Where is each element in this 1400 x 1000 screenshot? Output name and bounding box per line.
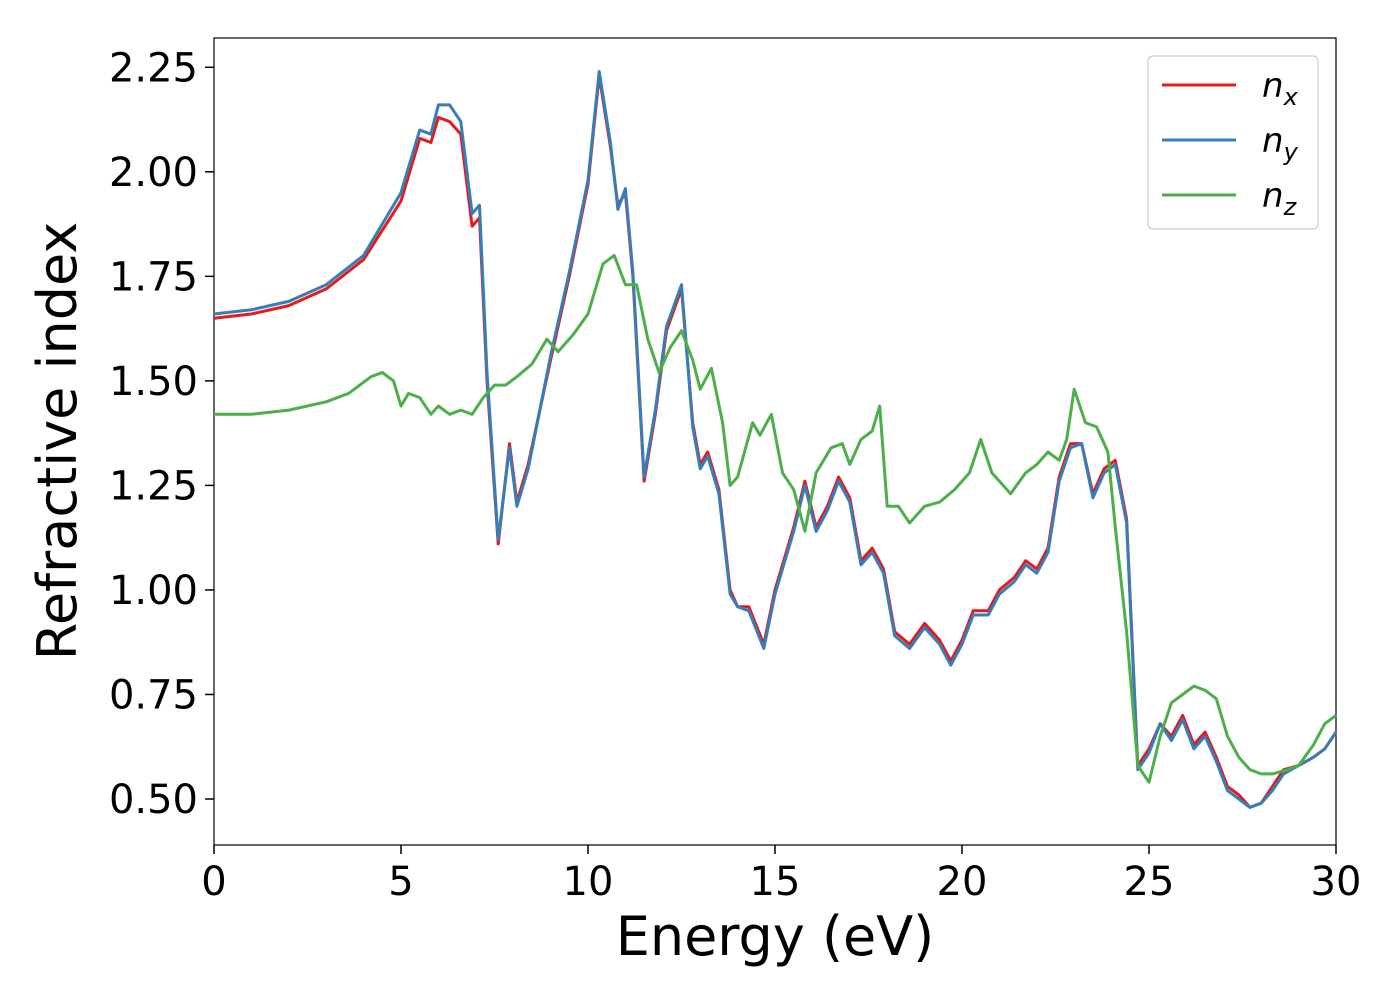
legend: nx ny nz — [1147, 55, 1319, 230]
series-line-n-y — [213, 70, 1338, 809]
y-tick-label: 0.75 — [109, 672, 198, 718]
x-axis-label: Energy (eV) — [616, 905, 935, 968]
y-tick-label: 1.25 — [109, 463, 198, 509]
x-tick-label: 20 — [937, 859, 988, 905]
legend-label-n-x: nx — [1262, 66, 1299, 111]
y-tick-label: 1.75 — [109, 254, 198, 300]
x-axis-ticks: 0 5 10 15 20 25 30 — [201, 845, 1361, 905]
x-tick-label: 10 — [563, 859, 614, 905]
y-tick-label: 0.50 — [109, 777, 198, 823]
y-tick-label: 1.50 — [109, 359, 198, 405]
legend-box — [1147, 55, 1319, 230]
x-tick-label: 30 — [1311, 859, 1362, 905]
series-layer — [213, 70, 1338, 809]
series-line-n-z — [214, 253, 1337, 784]
y-tick-label: 2.25 — [109, 45, 198, 91]
x-tick-label: 15 — [750, 859, 801, 905]
y-tick-label: 2.00 — [109, 150, 198, 196]
x-tick-label: 25 — [1124, 859, 1175, 905]
y-axis-label: Refractive index — [26, 222, 89, 661]
x-tick-label: 0 — [201, 859, 226, 905]
x-tick-label: 5 — [388, 859, 413, 905]
legend-label-n-y: ny — [1262, 121, 1299, 166]
y-axis-ticks: 0.50 0.75 1.00 1.25 1.50 1.75 2.00 2.25 — [109, 45, 214, 823]
y-tick-label: 1.00 — [109, 568, 198, 614]
legend-label-n-z: nz — [1262, 176, 1298, 221]
